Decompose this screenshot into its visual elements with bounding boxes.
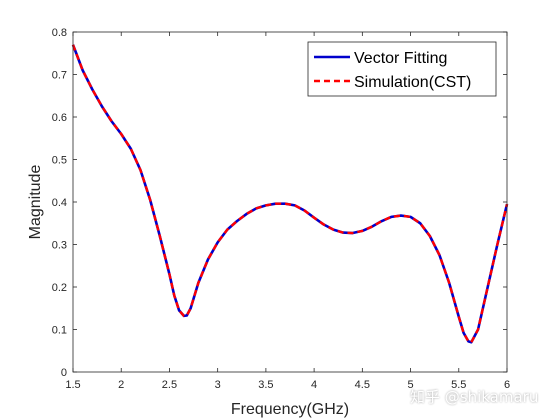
y-tick-label: 0 [61,367,67,379]
legend-label: Vector Fitting [354,50,447,67]
x-axis-label: Frequency(GHz) [231,401,349,418]
y-tick-label: 0.1 [52,325,67,337]
series-line-simulation-cst [71,44,509,344]
x-tick-label: 5.5 [451,379,466,391]
legend-label: Simulation(CST) [354,74,471,91]
y-tick-label: 0.7 [52,70,67,82]
legend: Vector Fitting Simulation(CST) [307,41,497,97]
series-layer [71,44,509,344]
y-axis-label: Magnitude [27,165,44,240]
ticks-layer: 1.5 2 2.5 3 3.5 4 4.5 5 5.5 6 0 0.1 0.2 0.3 0.4 0.5 0.6 0… [52,27,510,391]
x-tick-label: 3 [215,379,221,391]
y-tick-label: 0.4 [52,197,67,209]
y-tick-label: 0.6 [52,112,67,124]
y-tick-label: 0.8 [52,27,67,39]
x-tick-label: 6 [504,379,510,391]
y-tick-label: 0.3 [52,240,67,252]
x-tick-label: 4 [311,379,317,391]
x-tick-label: 2 [118,379,124,391]
legend-box [307,41,497,97]
y-tick-label: 0.5 [52,155,67,167]
x-tick-label: 5 [407,379,413,391]
watermark: 知乎 @shikamaru [410,388,539,406]
x-tick-label: 3.5 [258,379,273,391]
x-tick-label: 1.5 [65,379,80,391]
y-tick-label: 0.2 [52,282,67,294]
x-tick-label: 4.5 [355,379,370,391]
x-tick-label: 2.5 [162,379,177,391]
